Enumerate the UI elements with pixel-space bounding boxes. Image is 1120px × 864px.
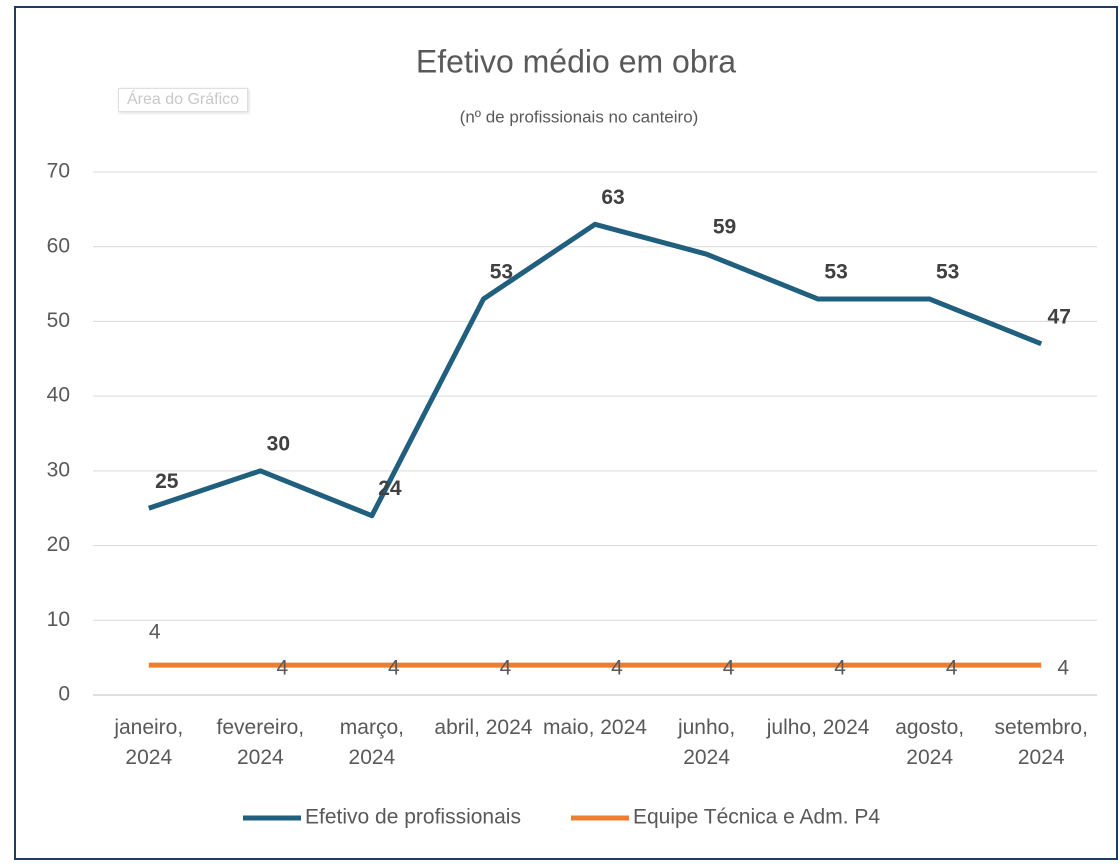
y-tick-label: 70 bbox=[47, 160, 70, 183]
data-label: 4 bbox=[946, 657, 958, 680]
data-label: 4 bbox=[149, 621, 161, 644]
y-tick-label: 30 bbox=[47, 458, 70, 481]
data-label: 59 bbox=[713, 216, 736, 239]
data-label: 4 bbox=[388, 657, 400, 680]
tooltip: Área do Gráfico bbox=[118, 88, 249, 112]
x-tick-label: julho, 2024 bbox=[766, 716, 870, 739]
series-line bbox=[147, 221, 1043, 519]
data-label: 30 bbox=[267, 432, 290, 455]
data-label: 4 bbox=[723, 657, 735, 680]
chart-title: Efetivo médio em obra bbox=[416, 43, 736, 79]
y-tick-label: 0 bbox=[58, 683, 70, 706]
chart-subtitle: (nº de profissionais no canteiro) bbox=[460, 107, 699, 126]
y-tick-label: 10 bbox=[47, 608, 70, 631]
x-tick-label: junho, 2024 bbox=[677, 716, 736, 769]
data-label: 4 bbox=[611, 657, 623, 680]
x-tick-label: setembro, 2024 bbox=[994, 716, 1088, 769]
data-label: 4 bbox=[834, 657, 846, 680]
y-tick-label: 50 bbox=[47, 309, 70, 332]
data-label: 4 bbox=[1057, 657, 1069, 680]
x-tick-label: abril, 2024 bbox=[434, 716, 533, 739]
data-label: 4 bbox=[276, 657, 288, 680]
legend-label: Efetivo de profissionais bbox=[305, 806, 521, 829]
data-label: 63 bbox=[601, 186, 624, 209]
legend-label: Equipe Técnica e Adm. P4 bbox=[633, 806, 880, 829]
data-label: 4 bbox=[500, 657, 512, 680]
x-tick-label: fevereiro, 2024 bbox=[216, 716, 305, 769]
x-tick-label: agosto, 2024 bbox=[895, 716, 965, 769]
data-label: 47 bbox=[1048, 305, 1071, 328]
y-tick-label: 60 bbox=[47, 234, 70, 257]
y-tick-label: 20 bbox=[47, 533, 70, 556]
data-label: 25 bbox=[155, 470, 179, 493]
data-label: 53 bbox=[490, 261, 513, 284]
x-tick-label: março, 2024 bbox=[339, 716, 404, 769]
x-tick-label: janeiro, 2024 bbox=[114, 716, 184, 769]
data-label: 24 bbox=[378, 477, 402, 500]
data-label: 53 bbox=[936, 261, 959, 284]
y-tick-label: 40 bbox=[47, 384, 70, 407]
data-label: 53 bbox=[824, 261, 847, 284]
x-tick-label: maio, 2024 bbox=[543, 716, 647, 739]
chart-area[interactable] bbox=[14, 6, 1118, 860]
